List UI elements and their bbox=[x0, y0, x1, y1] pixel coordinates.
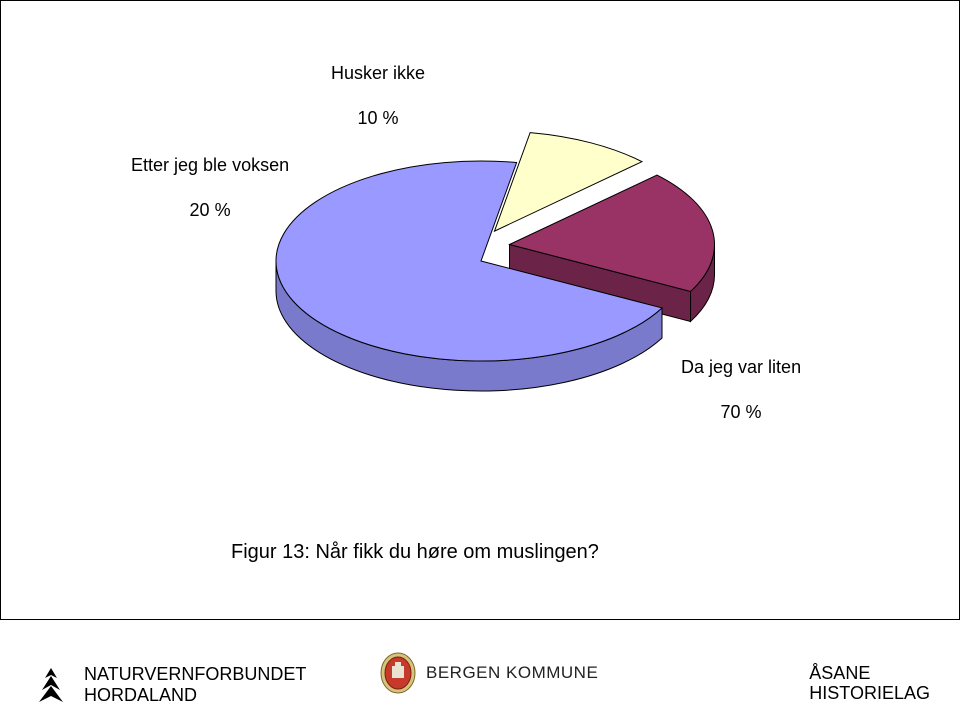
slice-label-etter-voksen: Etter jeg ble voksen 20 % bbox=[111, 131, 289, 244]
org-line2: HORDALAND bbox=[84, 685, 197, 705]
org-line1: NATURVERNFORBUNDET bbox=[84, 664, 306, 684]
pie-chart bbox=[1, 1, 959, 619]
caption-text: Figur 13: Når fikk du høre om muslingen? bbox=[231, 541, 599, 563]
figure-caption: Figur 13: Når fikk du høre om muslingen? bbox=[231, 541, 599, 564]
footer-center-text: BERGEN KOMMUNE bbox=[426, 663, 598, 683]
slice-label-da-liten: Da jeg var liten 70 % bbox=[661, 333, 801, 446]
slice-label-value: 20 % bbox=[190, 200, 231, 220]
slice-label-text: Husker ikke bbox=[331, 63, 425, 83]
naturvern-icon bbox=[30, 664, 72, 706]
footer-center: BERGEN KOMMUNE bbox=[380, 652, 598, 694]
slice-label-text: Da jeg var liten bbox=[681, 357, 801, 377]
footer-right-line2: HISTORIELAG bbox=[809, 683, 930, 703]
slice-label-value: 10 % bbox=[358, 108, 399, 128]
slice-label-husker-ikke: Husker ikke 10 % bbox=[311, 39, 425, 152]
footer-left-text: NATURVERNFORBUNDET HORDALAND bbox=[84, 664, 306, 705]
chart-frame: Da jeg var liten 70 % Etter jeg ble voks… bbox=[0, 0, 960, 620]
footer-left: NATURVERNFORBUNDET HORDALAND bbox=[30, 664, 306, 706]
footer-right-line1: ÅSANE bbox=[809, 663, 870, 683]
slice-label-text: Etter jeg ble voksen bbox=[131, 155, 289, 175]
bergen-crest-icon bbox=[380, 652, 416, 694]
footer-right: ÅSANE HISTORIELAG bbox=[809, 663, 930, 704]
footer: NATURVERNFORBUNDET HORDALAND BERGEN KOMM… bbox=[0, 644, 960, 708]
slice-label-value: 70 % bbox=[721, 402, 762, 422]
